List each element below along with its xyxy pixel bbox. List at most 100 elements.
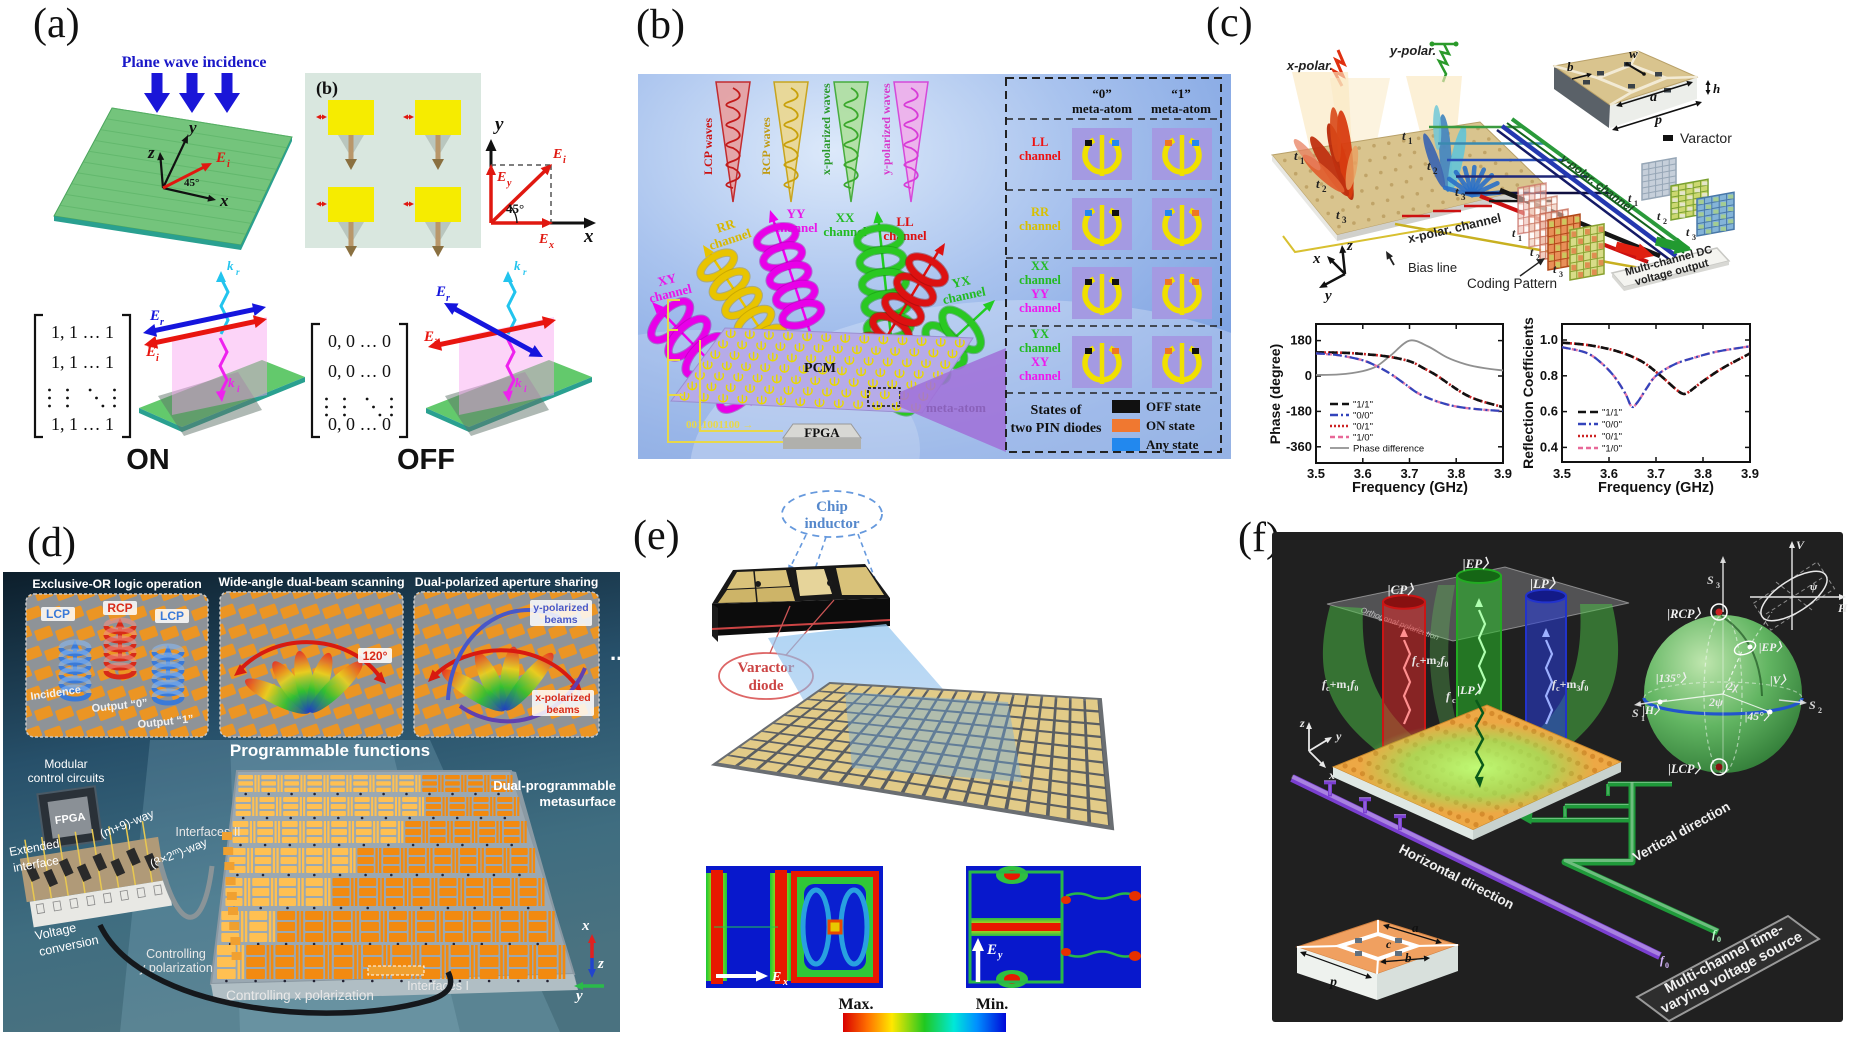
svg-text:"0/1": "0/1" bbox=[1353, 422, 1373, 433]
svg-text:0.8: 0.8 bbox=[1540, 368, 1558, 383]
svg-text:“1”: “1” bbox=[1171, 86, 1191, 101]
svg-text:x-polarized: x-polarized bbox=[535, 692, 590, 704]
svg-text:YY: YY bbox=[1031, 287, 1049, 301]
svg-text:r: r bbox=[160, 317, 164, 328]
svg-text:z: z bbox=[597, 956, 604, 972]
svg-text:XX: XX bbox=[836, 210, 855, 225]
svg-text:z: z bbox=[1299, 716, 1305, 730]
svg-text:k: k bbox=[514, 258, 521, 273]
svg-text:x: x bbox=[219, 191, 229, 210]
svg-text:|135°〉: |135°〉 bbox=[1656, 671, 1692, 685]
svg-text:"1/1": "1/1" bbox=[1353, 400, 1373, 411]
svg-text:meta-atom: meta-atom bbox=[1151, 101, 1211, 116]
svg-text:S: S bbox=[1632, 706, 1639, 720]
svg-text:-180: -180 bbox=[1286, 403, 1312, 418]
svg-text:0.4: 0.4 bbox=[1540, 439, 1559, 454]
svg-text:0, 0 … 0: 0, 0 … 0 bbox=[328, 414, 391, 434]
svg-text:ON: ON bbox=[126, 444, 170, 476]
svg-text:2ψ: 2ψ bbox=[1708, 695, 1724, 709]
svg-text:"0/0": "0/0" bbox=[1602, 420, 1622, 431]
svg-text:i: i bbox=[156, 353, 159, 364]
svg-text:LL: LL bbox=[896, 214, 914, 229]
svg-text:channel: channel bbox=[1019, 341, 1061, 355]
svg-text:i: i bbox=[227, 159, 230, 170]
svg-text:x: x bbox=[1312, 251, 1321, 267]
svg-text:diode: diode bbox=[748, 678, 783, 694]
svg-text:120°: 120° bbox=[363, 649, 388, 663]
svg-text:beams: beams bbox=[546, 704, 579, 716]
svg-text:3.9: 3.9 bbox=[1494, 466, 1512, 481]
svg-text:t: t bbox=[1657, 209, 1661, 223]
svg-text:y: y bbox=[1334, 729, 1342, 743]
svg-text:z: z bbox=[1346, 238, 1353, 254]
svg-text:|LP〉: |LP〉 bbox=[1530, 576, 1562, 591]
svg-text:x: x bbox=[782, 977, 788, 988]
svg-text:FPGA: FPGA bbox=[54, 811, 86, 827]
svg-text:1, 1 … 1: 1, 1 … 1 bbox=[51, 352, 114, 372]
svg-text:channel: channel bbox=[1019, 149, 1061, 163]
svg-text:r: r bbox=[446, 293, 450, 304]
svg-text:E: E bbox=[496, 170, 506, 185]
svg-text:Exclusive-OR logic operation: Exclusive-OR logic operation bbox=[32, 577, 201, 591]
svg-text:1.0: 1.0 bbox=[1540, 332, 1558, 347]
svg-text:S: S bbox=[1809, 698, 1816, 712]
svg-text:x: x bbox=[1328, 768, 1335, 782]
svg-text:Dual-programmable: Dual-programmable bbox=[493, 778, 616, 793]
svg-text:t: t bbox=[1530, 245, 1534, 259]
svg-text:2: 2 bbox=[1322, 184, 1327, 194]
svg-text:V: V bbox=[1796, 538, 1805, 552]
svg-text:0011001100 →: 0011001100 → bbox=[686, 419, 754, 431]
svg-text:0, 0 … 0: 0, 0 … 0 bbox=[328, 361, 391, 381]
svg-text:-360: -360 bbox=[1286, 439, 1312, 454]
svg-text:E: E bbox=[552, 147, 562, 162]
svg-text:1: 1 bbox=[1300, 156, 1305, 166]
svg-text:Reflection Coefficients: Reflection Coefficients bbox=[1520, 317, 1536, 469]
svg-text:inductor: inductor bbox=[804, 516, 859, 532]
svg-text:k: k bbox=[228, 375, 235, 390]
svg-text:0: 0 bbox=[1717, 935, 1721, 944]
svg-text:(e): (e) bbox=[633, 513, 680, 559]
svg-text:E: E bbox=[149, 308, 160, 324]
svg-text:Frequency (GHz): Frequency (GHz) bbox=[1352, 480, 1468, 496]
svg-text:Wide-angle dual-beam scanning: Wide-angle dual-beam scanning bbox=[218, 575, 404, 589]
svg-text:Any state: Any state bbox=[1146, 437, 1199, 452]
svg-text:XX: XX bbox=[1031, 259, 1049, 273]
svg-text:PCM: PCM bbox=[804, 361, 836, 376]
svg-text:FPGA: FPGA bbox=[804, 425, 840, 440]
svg-text:3: 3 bbox=[1342, 215, 1347, 225]
svg-text:3: 3 bbox=[1716, 581, 1720, 590]
svg-text:control circuits: control circuits bbox=[28, 771, 105, 785]
svg-text:meta-atom: meta-atom bbox=[1072, 101, 1132, 116]
svg-text:x-polarized waves: x-polarized waves bbox=[819, 83, 833, 175]
svg-text:E: E bbox=[215, 150, 226, 166]
svg-text:LCP: LCP bbox=[160, 609, 184, 623]
svg-text:f: f bbox=[1712, 927, 1717, 941]
svg-text:f: f bbox=[1660, 953, 1665, 967]
svg-text:(c): (c) bbox=[1206, 0, 1253, 46]
svg-text:t: t bbox=[1316, 176, 1320, 191]
svg-text:c: c bbox=[1386, 937, 1392, 951]
svg-text:3.8: 3.8 bbox=[1447, 466, 1465, 481]
svg-text:Interfaces I: Interfaces I bbox=[407, 979, 469, 993]
svg-text:E: E bbox=[986, 942, 997, 958]
svg-text:LCP waves: LCP waves bbox=[701, 118, 715, 175]
svg-text:fc+m1f0: fc+m1f0 bbox=[1322, 677, 1358, 693]
svg-text:y polarization: y polarization bbox=[139, 961, 213, 975]
svg-text:"0/0": "0/0" bbox=[1353, 411, 1373, 422]
svg-text:3.8: 3.8 bbox=[1694, 466, 1712, 481]
svg-text:Modular: Modular bbox=[44, 757, 87, 771]
svg-text:y: y bbox=[493, 114, 504, 135]
svg-text:0.6: 0.6 bbox=[1540, 404, 1558, 419]
svg-text:(b): (b) bbox=[636, 2, 685, 48]
svg-text:2: 2 bbox=[1818, 706, 1822, 715]
svg-text:H: H bbox=[1837, 601, 1848, 615]
svg-text:y: y bbox=[1323, 288, 1332, 304]
svg-text:1, 1 … 1: 1, 1 … 1 bbox=[51, 414, 114, 434]
svg-text:3.7: 3.7 bbox=[1647, 466, 1665, 481]
svg-text:t: t bbox=[1427, 158, 1431, 173]
svg-text:RCP waves: RCP waves bbox=[759, 117, 773, 175]
svg-text:x: x bbox=[583, 226, 594, 247]
svg-text:y-polar.: y-polar. bbox=[1389, 43, 1436, 58]
svg-text:YX: YX bbox=[950, 272, 972, 291]
svg-text:z: z bbox=[147, 143, 155, 162]
